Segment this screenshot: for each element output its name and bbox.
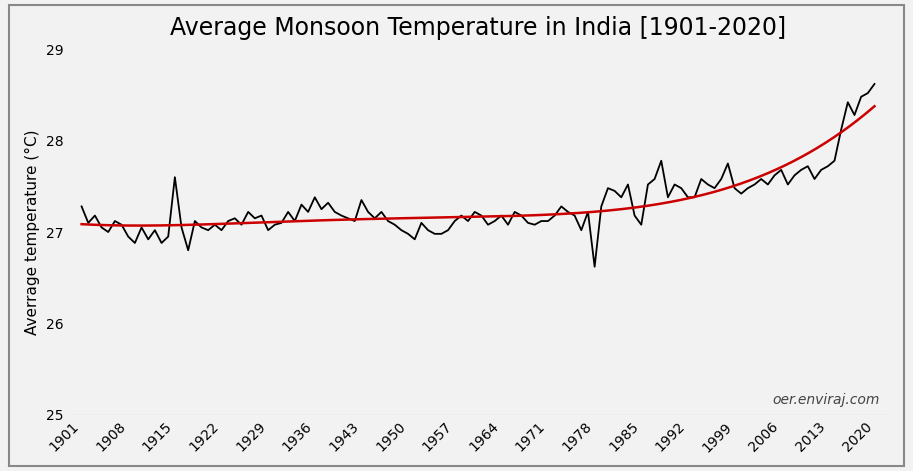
Y-axis label: Averrage temperature (°C): Averrage temperature (°C): [26, 129, 40, 335]
Text: oer.enviraj.com: oer.enviraj.com: [772, 393, 879, 407]
Title: Average Monsoon Temperature in India [1901-2020]: Average Monsoon Temperature in India [19…: [170, 16, 786, 41]
